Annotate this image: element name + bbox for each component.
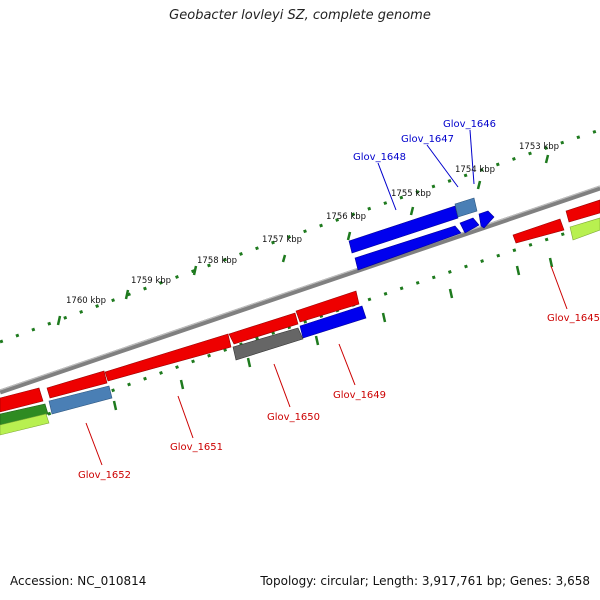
scale-label-1757: 1757 kbp (262, 235, 302, 245)
gene-glov-1647[interactable] (454, 197, 478, 218)
leader-line-glov-1651 (177, 395, 194, 439)
gene-label-glov-1647[interactable]: Glov_1647 (401, 134, 454, 145)
gene-reverse-mid[interactable] (228, 312, 299, 345)
rna-feature-lime-right[interactable] (569, 217, 600, 241)
other-features (0, 217, 600, 436)
gene-reverse-left[interactable] (46, 370, 108, 399)
gene-label-glov-1646[interactable]: Glov_1646 (443, 119, 496, 130)
genome-summary-text: Topology: circular; Length: 3,917,761 bp… (260, 574, 590, 588)
forward-genes (299, 197, 495, 339)
gene-label-glov-1649[interactable]: Glov_1649 (333, 390, 386, 401)
gene-label-glov-1651[interactable]: Glov_1651 (170, 442, 223, 453)
genome-backbone-highlight (0, 185, 600, 391)
gene-reverse-right[interactable] (565, 199, 600, 223)
scale-label-1754: 1754 kbp (455, 165, 495, 175)
outer-major-ticks (56, 154, 550, 326)
gene-glov-1651[interactable] (104, 333, 232, 382)
leader-line-glov-1652 (85, 422, 103, 466)
leader-line-glov-1645 (550, 265, 568, 310)
rna-feature-green[interactable] (0, 403, 49, 426)
scale-arc-inner (0, 220, 600, 434)
gene-label-glov-1650[interactable]: Glov_1650 (267, 412, 320, 423)
gene-forward-inner-1[interactable] (354, 225, 462, 271)
scale-labels: 1753 kbp 1754 kbp 1755 kbp 1756 kbp 1757… (66, 142, 559, 306)
scale-label-1760: 1760 kbp (66, 296, 106, 306)
gene-label-glov-1645[interactable]: Glov_1645 (547, 313, 600, 324)
accession-text: Accession: NC_010814 (10, 574, 147, 588)
gene-label-glov-1652[interactable]: Glov_1652 (78, 470, 131, 481)
gene-glov-1649[interactable] (299, 305, 367, 339)
scale-label-1758: 1758 kbp (197, 256, 237, 266)
gene-label-glov-1648[interactable]: Glov_1648 (353, 152, 406, 163)
gene-glov-1645[interactable] (512, 218, 565, 244)
rna-feature-lime[interactable] (0, 413, 50, 436)
leader-line-glov-1647 (426, 144, 459, 188)
scale-label-1756: 1756 kbp (326, 212, 366, 222)
gene-glov-1650[interactable] (232, 327, 304, 361)
gene-glov-1646[interactable] (478, 210, 495, 229)
scale-label-1753: 1753 kbp (519, 142, 559, 152)
gene-labels: Glov_1646 Glov_1647 Glov_1648 Glov_1645 … (78, 119, 600, 481)
gene-glov-1652[interactable] (48, 385, 113, 415)
gene-glov-1648[interactable] (348, 205, 459, 254)
leader-line-glov-1649 (338, 343, 356, 386)
gene-reverse-edge[interactable] (0, 387, 44, 413)
scale-label-1759: 1759 kbp (131, 276, 171, 286)
scale-label-1755: 1755 kbp (391, 189, 431, 199)
inner-major-ticks (112, 257, 554, 411)
reverse-genes (0, 199, 600, 413)
genome-backbone (0, 185, 600, 395)
leader-line-glov-1646 (469, 129, 475, 185)
leader-line-glov-1650 (273, 363, 291, 408)
leader-lines (85, 129, 568, 466)
gene-forward-inner-2[interactable] (459, 217, 480, 234)
genome-title: Geobacter lovleyi SZ, complete genome (169, 8, 431, 23)
gene-reverse-top[interactable] (295, 290, 360, 323)
leader-line-glov-1648 (377, 162, 397, 211)
